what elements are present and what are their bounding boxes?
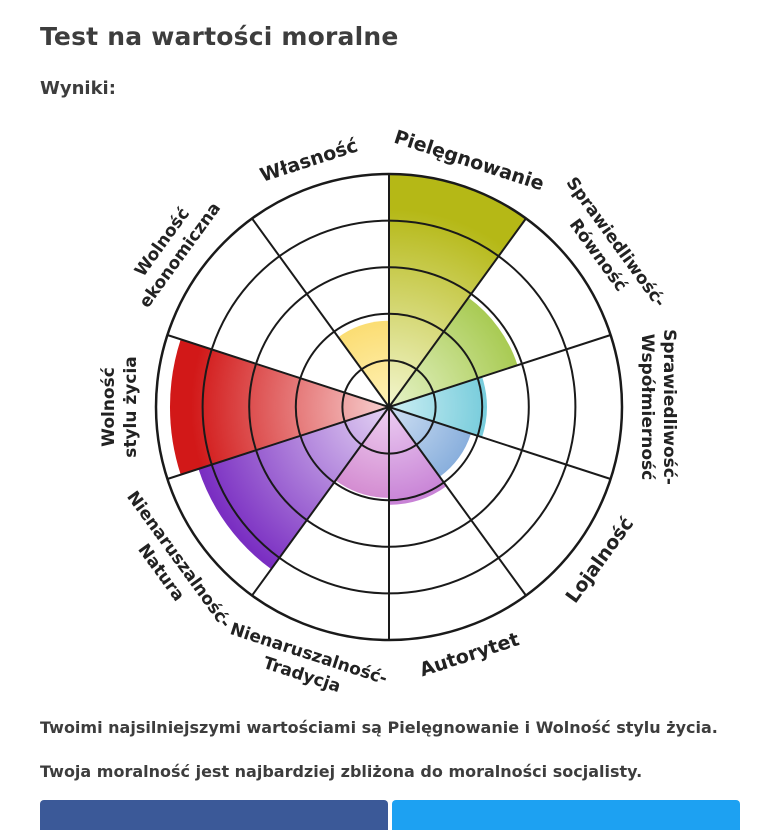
results-heading: Wyniki: [40,78,116,99]
segment-nienaruszalność-natura [198,407,389,570]
segment-nienaruszalność-tradycja [335,407,389,498]
segment-własność [338,320,389,407]
grid-spoke [251,217,390,408]
svg-text:Wolność: Wolność [99,367,119,447]
grid-spoke [388,217,527,408]
grid-spoke [388,406,611,480]
grid-spoke [167,406,390,480]
label-wolność-stylu-życia: Wolność stylu życia [99,356,141,458]
segment-wolność-stylu-życia [169,339,389,475]
grid-spoke [167,334,390,408]
page-title: Test na wartości moralne [40,22,399,51]
segment-autorytet [389,407,447,505]
grid-spoke [388,334,611,408]
svg-text:Sprawiedliwość-: Sprawiedliwość- [659,329,679,485]
segment-sprawiedliwość-współmierność [389,376,487,438]
facebook-share-button[interactable] [40,800,388,830]
moral-values-chart: PielęgnowanieSprawiedliwość-RównośćSpraw… [99,126,679,697]
segment-sprawiedliwość-równość [389,297,518,407]
grid-spoke [251,406,390,597]
svg-text:stylu życia: stylu życia [121,356,141,458]
closest-ideology-text: Twoja moralność jest najbardziej zbliżon… [40,762,643,781]
segment-pielęgnowanie [389,174,526,407]
strongest-values-text: Twoimi najsilniejszymi wartościami są Pi… [40,718,718,737]
label-sprawiedliwość-współmierność: Sprawiedliwość-Współmierność [637,329,679,485]
svg-text:Współmierność: Współmierność [637,334,657,480]
grid-spoke [388,406,527,597]
segment-lojalność [389,407,471,477]
twitter-share-button[interactable] [392,800,740,830]
